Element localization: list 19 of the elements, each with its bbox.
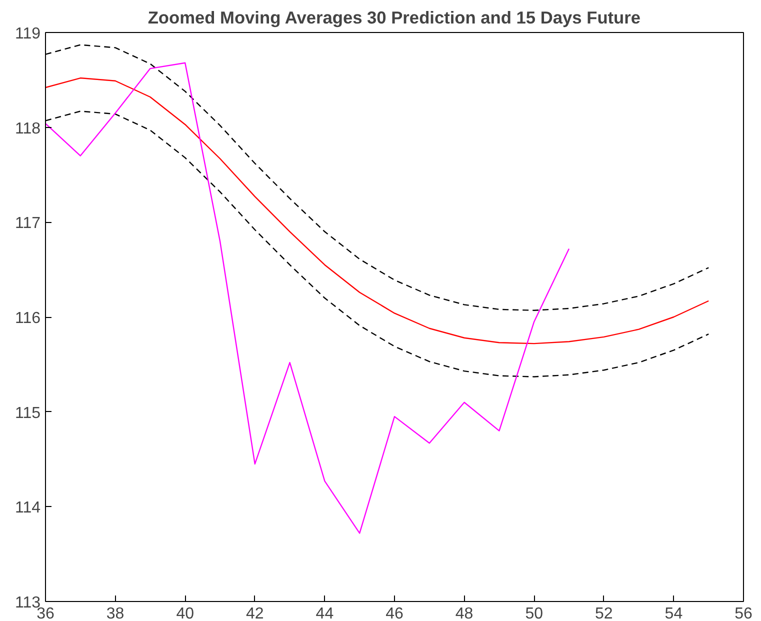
line-series [46,62,570,534]
x-tick-label: 48 [455,606,474,621]
y-tick-label: 114 [14,500,41,517]
x-tick-label: 46 [386,606,404,621]
x-tick-label: 42 [246,606,264,621]
chart-title: Zoomed Moving Averages 30 Prediction and 15 Days Future [148,8,641,28]
x-tick-label: 54 [664,606,683,621]
x-tick-label: 44 [316,606,334,621]
y-tick-label: 118 [14,120,41,138]
x-tick-label: 52 [595,606,613,621]
x-tick-label: 38 [106,606,124,621]
x-tick-label: 40 [176,606,194,621]
x-tick-label: 50 [525,606,544,621]
y-tick-label: 117 [14,215,41,232]
x-tick-label: 56 [734,606,752,621]
y-tick-label: 116 [14,310,41,327]
y-tick-label: 115 [14,404,41,422]
y-tick-label: 119 [14,26,41,42]
line-series [46,77,710,344]
